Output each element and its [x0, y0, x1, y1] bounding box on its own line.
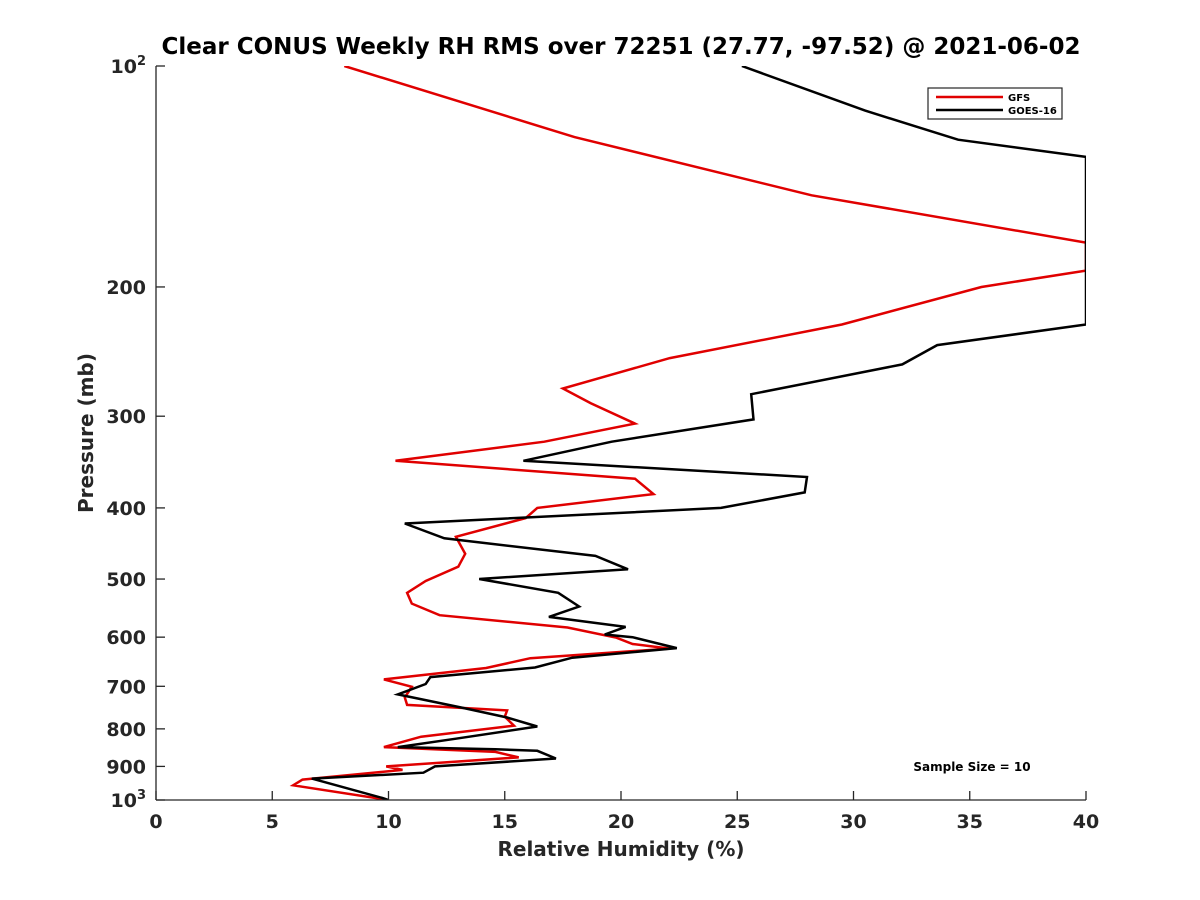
x-tick-label-40: 40 [1073, 811, 1099, 833]
x-axis-ticks: 0 5 10 15 20 25 30 35 40 [149, 791, 1099, 833]
x-tick-label-10: 10 [375, 811, 401, 833]
y-tick-label-800: 800 [106, 719, 146, 741]
y-tick-label-500: 500 [106, 569, 146, 591]
y-axis-title: Pressure (mb) [74, 353, 98, 513]
x-tick-label-25: 25 [724, 811, 750, 833]
y-tick-label-100: 102 [111, 54, 147, 78]
legend: GFS GOES-16 [927, 87, 1063, 120]
x-tick-label-35: 35 [957, 811, 983, 833]
y-tick-label-600: 600 [106, 627, 146, 649]
legend-box [927, 87, 1063, 120]
y-axis-ticks: 102 200 300 400 500 600 700 800 900 103 [106, 54, 165, 812]
x-tick-label-30: 30 [840, 811, 866, 833]
y-tick-label-900: 900 [106, 756, 146, 778]
x-tick-label-0: 0 [149, 811, 162, 833]
series-line-gfs [289, 66, 1086, 800]
chart-title: Clear CONUS Weekly RH RMS over 72251 (27… [162, 34, 1081, 60]
series-line-goes16 [311, 66, 1086, 800]
series-layer [289, 66, 1086, 800]
y-tick-label-1000: 103 [111, 788, 147, 812]
y-tick-label-400: 400 [106, 498, 146, 520]
x-axis-title: Relative Humidity (%) [497, 837, 744, 861]
legend-label-goes16: GOES-16 [1008, 106, 1057, 117]
legend-label-gfs: GFS [1008, 93, 1030, 104]
y-tick-label-200: 200 [106, 277, 146, 299]
y-tick-label-300: 300 [106, 406, 146, 428]
x-tick-label-5: 5 [266, 811, 279, 833]
y-tick-label-700: 700 [106, 676, 146, 698]
x-tick-label-20: 20 [608, 811, 634, 833]
x-tick-label-15: 15 [492, 811, 518, 833]
sample-size-annotation: Sample Size = 10 [913, 760, 1030, 774]
